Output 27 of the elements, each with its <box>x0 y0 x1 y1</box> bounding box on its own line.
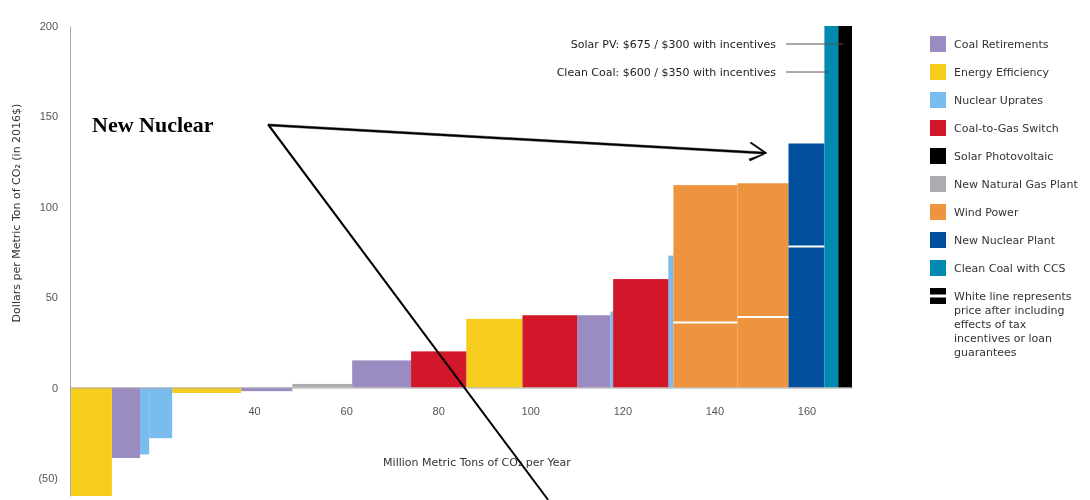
y-tick-label: 200 <box>39 20 58 33</box>
x-tick-label: 160 <box>797 405 817 418</box>
y-tick-label: 50 <box>45 291 58 304</box>
legend-label: Solar Photovoltaic <box>954 150 1054 163</box>
x-tick-label: 100 <box>521 405 540 418</box>
legend-label: Coal Retirements <box>954 38 1049 51</box>
annotation: Solar PV: $675 / $300 with incentives <box>570 38 777 51</box>
legend-label: Nuclear Uprates <box>954 94 1044 107</box>
y-tick-label: (50) <box>38 471 58 484</box>
legend-label: Coal-to-Gas Switch <box>954 122 1059 135</box>
legend-label: New Natural Gas Plant <box>954 178 1079 191</box>
legend-label: Wind Power <box>954 206 1019 219</box>
legend-label: New Nuclear Plant <box>954 234 1056 247</box>
x-tick-label: 60 <box>340 405 353 418</box>
y-tick-label: 100 <box>39 200 58 213</box>
y-tick-label: 0 <box>51 381 58 394</box>
annotation: New Nuclear <box>92 112 214 137</box>
x-tick-label: 80 <box>432 405 445 418</box>
y-axis-title: Dollars per Metric Ton of CO₂ (in 2016$) <box>10 103 23 323</box>
annotation: Clean Coal: $600 / $350 with incentives <box>556 66 777 79</box>
legend-label: Clean Coal with CCS <box>954 262 1066 275</box>
x-tick-label: 140 <box>705 405 725 418</box>
legend-label: Energy Efficiency <box>954 66 1050 79</box>
x-tick-label: 40 <box>248 405 261 418</box>
legend-label: White line represents price after including effects of tax incentives or loan guarantees <box>954 290 1072 359</box>
y-tick-label: 150 <box>39 110 58 123</box>
x-tick-label: 120 <box>613 405 632 418</box>
